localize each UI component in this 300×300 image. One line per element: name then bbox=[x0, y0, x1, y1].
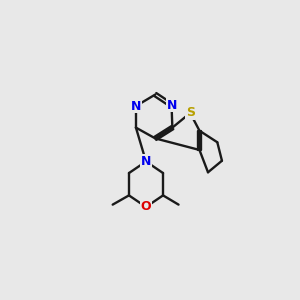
Text: N: N bbox=[167, 99, 177, 112]
Text: S: S bbox=[186, 106, 195, 119]
Text: N: N bbox=[131, 100, 141, 112]
Text: O: O bbox=[141, 200, 151, 213]
Text: N: N bbox=[141, 155, 151, 168]
